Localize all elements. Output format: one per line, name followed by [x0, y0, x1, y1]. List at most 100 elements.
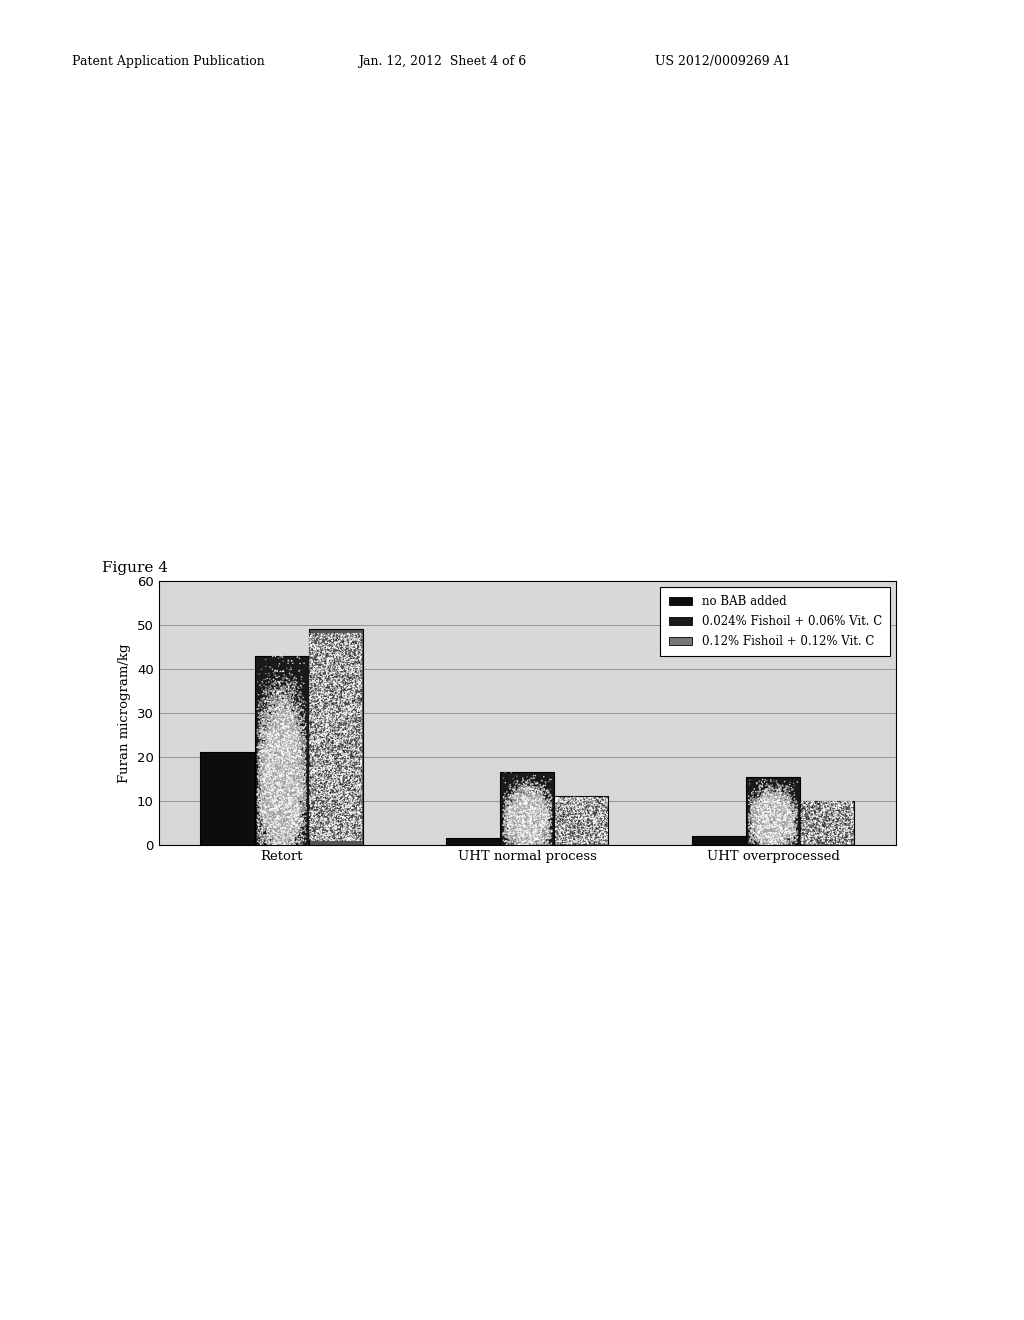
- Point: [511, 813, 527, 834]
- Point: [337, 813, 353, 834]
- Point: [317, 680, 334, 701]
- Point: [273, 779, 290, 800]
- Point: [347, 759, 364, 780]
- Point: [334, 795, 350, 816]
- Point: [271, 730, 288, 751]
- Point: [303, 663, 319, 684]
- Point: [313, 799, 330, 820]
- Point: [325, 787, 341, 808]
- Point: [340, 665, 356, 686]
- Point: [261, 737, 278, 758]
- Point: [592, 825, 608, 846]
- Point: [768, 816, 784, 837]
- Point: [526, 821, 543, 842]
- Point: [311, 693, 328, 714]
- Point: [282, 818, 298, 840]
- Point: [339, 743, 355, 764]
- Point: [347, 645, 364, 667]
- Point: [504, 832, 520, 853]
- Point: [833, 828, 849, 849]
- Point: [350, 788, 367, 809]
- Point: [283, 758, 299, 779]
- Point: [340, 644, 356, 665]
- Point: [779, 822, 796, 843]
- Point: [271, 762, 288, 783]
- Point: [325, 758, 341, 779]
- Point: [517, 822, 534, 843]
- Point: [268, 696, 285, 717]
- Point: [838, 801, 854, 822]
- Point: [333, 772, 349, 793]
- Point: [315, 816, 332, 837]
- Point: [317, 647, 334, 668]
- Point: [319, 810, 336, 832]
- Point: [285, 829, 301, 850]
- Point: [284, 785, 300, 807]
- Point: [263, 781, 280, 803]
- Point: [346, 734, 362, 755]
- Point: [579, 799, 595, 820]
- Point: [328, 690, 344, 711]
- Point: [769, 828, 785, 849]
- Point: [346, 673, 362, 694]
- Point: [337, 701, 353, 722]
- Point: [315, 722, 332, 743]
- Point: [748, 821, 764, 842]
- Point: [323, 756, 339, 777]
- Point: [257, 796, 273, 817]
- Point: [309, 776, 326, 797]
- Point: [304, 638, 321, 659]
- Point: [319, 780, 336, 801]
- Point: [828, 797, 845, 818]
- Point: [327, 787, 343, 808]
- Point: [280, 717, 296, 738]
- Point: [313, 739, 330, 760]
- Point: [349, 694, 366, 715]
- Point: [839, 817, 855, 838]
- Point: [763, 788, 779, 809]
- Point: [306, 628, 323, 649]
- Point: [516, 804, 532, 825]
- Point: [800, 830, 816, 851]
- Point: [316, 677, 333, 698]
- Point: [316, 638, 333, 659]
- Point: [511, 797, 527, 818]
- Point: [787, 817, 804, 838]
- Point: [325, 710, 341, 731]
- Point: [337, 624, 353, 645]
- Point: [337, 795, 353, 816]
- Point: [750, 793, 766, 814]
- Point: [353, 708, 370, 729]
- Point: [312, 680, 329, 701]
- Point: [768, 771, 784, 792]
- Point: [281, 813, 297, 834]
- Point: [322, 715, 338, 737]
- Point: [311, 746, 328, 767]
- Point: [340, 808, 356, 829]
- Point: [796, 822, 812, 843]
- Point: [309, 721, 326, 742]
- Point: [282, 783, 298, 804]
- Point: [778, 804, 795, 825]
- Point: [531, 813, 548, 834]
- Point: [347, 750, 364, 771]
- Point: [808, 801, 824, 822]
- Point: [767, 809, 783, 830]
- Point: [323, 678, 339, 700]
- Point: [327, 801, 343, 822]
- Point: [352, 824, 369, 845]
- Point: [264, 797, 281, 818]
- Point: [840, 803, 856, 824]
- Point: [767, 814, 783, 836]
- Point: [266, 785, 283, 807]
- Point: [525, 791, 542, 812]
- Point: [325, 717, 341, 738]
- Point: [764, 826, 780, 847]
- Point: [317, 793, 334, 814]
- Point: [527, 774, 544, 795]
- Point: [761, 820, 777, 841]
- Point: [826, 793, 843, 814]
- Point: [816, 824, 833, 845]
- Point: [266, 748, 283, 770]
- Point: [274, 711, 291, 733]
